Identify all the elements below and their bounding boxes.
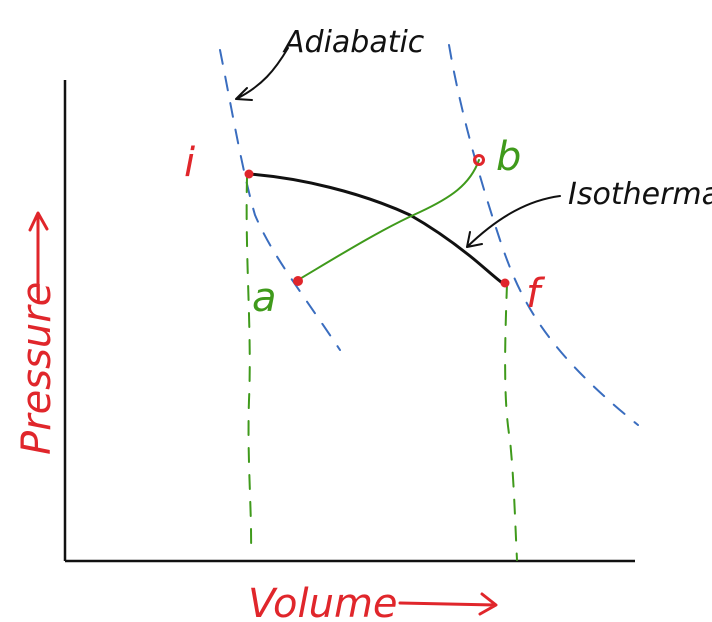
adiabatic-curve-left: [219, 49, 341, 351]
point-a-dot: [293, 276, 303, 286]
point-i-dot: [244, 169, 254, 179]
process-line-ab: [297, 159, 480, 281]
adiabatic-pointer-arrow: [235, 47, 289, 101]
annotation-adiabatic: Adiabatic: [282, 25, 425, 60]
label-b: b: [496, 134, 521, 180]
y-axis-label: Pressure: [14, 282, 60, 455]
annotation-isothermal: Isothermal: [568, 177, 712, 212]
point-b-dot: [473, 154, 485, 166]
label-i: i: [184, 140, 195, 186]
isothermal-pointer-arrow: [466, 195, 561, 248]
x-axis-arrow: [398, 592, 498, 616]
label-f: f: [526, 271, 546, 317]
label-a: a: [252, 275, 277, 321]
volume-line-f: [504, 283, 518, 561]
x-axis-label: Volume: [248, 581, 398, 622]
adiabatic-curve-right: [448, 44, 639, 426]
isothermal-curve-if: [247, 172, 507, 287]
volume-line-i: [245, 177, 253, 556]
y-axis-arrow: [28, 211, 49, 299]
point-f-dot: [500, 278, 510, 288]
